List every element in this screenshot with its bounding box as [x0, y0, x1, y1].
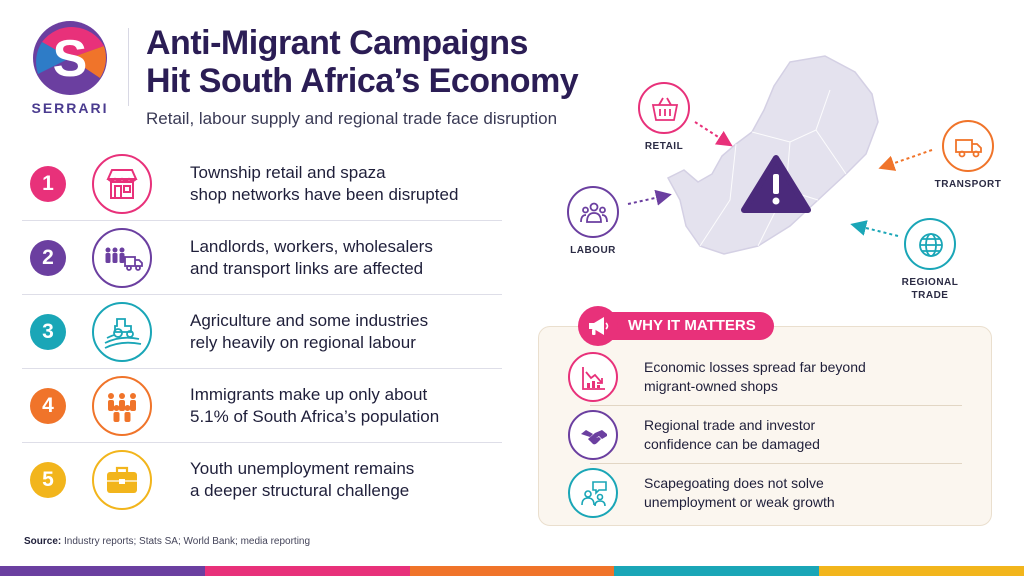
why-item-text: Scapegoating does not solve unemployment…: [644, 474, 944, 512]
title-line-1: Anti-Migrant Campaigns: [146, 24, 528, 62]
color-bar-segment: [614, 566, 820, 576]
why-item-text-line-1: Scapegoating does not solve: [644, 475, 824, 491]
retail-label: RETAIL: [644, 141, 684, 152]
chat-people-icon: [568, 468, 618, 518]
list-item: 2 Landlords, workers, wholesalers and tr…: [22, 221, 502, 295]
people-group-icon: [92, 376, 152, 436]
briefcase-icon: [92, 450, 152, 510]
page-subtitle: Retail, labour supply and regional trade…: [146, 109, 558, 128]
regional-trade-label-line-2: TRADE: [911, 290, 949, 301]
truck-icon: [942, 120, 994, 172]
item-text: Immigrants make up only about 5.1% of So…: [190, 384, 500, 428]
why-it-matters-title: WHY IT MATTERS: [608, 312, 774, 340]
globe-icon: [904, 218, 956, 270]
storefront-icon: [92, 154, 152, 214]
item-text-line-1: Agriculture and some industries: [190, 311, 429, 330]
regional-trade-label-line-1: REGIONAL: [901, 277, 959, 288]
color-bar: [0, 566, 1024, 576]
regional-trade-spoke: REGIONAL TRADE: [892, 218, 968, 302]
megaphone-icon: [578, 306, 618, 346]
brand-name: SERRARI: [31, 100, 109, 116]
item-text: Youth unemployment remains a deeper stru…: [190, 458, 500, 502]
item-text: Township retail and spaza shop networks …: [190, 162, 500, 206]
why-item: Economic losses spread far beyond migran…: [552, 350, 982, 406]
item-text-line-2: shop networks have been disrupted: [190, 185, 459, 204]
item-text-line-1: Youth unemployment remains: [190, 459, 415, 478]
south-africa-map: [666, 55, 879, 255]
item-text-line-2: and transport links are affected: [190, 259, 424, 278]
why-item-text-line-1: Economic losses spread far beyond: [644, 359, 866, 375]
item-text-line-1: Township retail and spaza: [190, 163, 386, 182]
list-item: 1 Township retail and spaza shop network…: [22, 147, 502, 221]
item-number: 1: [30, 166, 66, 202]
why-separator: [590, 463, 962, 464]
tractor-icon: [92, 302, 152, 362]
item-number: 5: [30, 462, 66, 498]
item-number: 2: [30, 240, 66, 276]
why-item: Scapegoating does not solve unemployment…: [552, 466, 982, 522]
item-text-line-2: rely heavily on regional labour: [190, 333, 416, 352]
list-item: 3 Agriculture and some industries rely h…: [22, 295, 502, 369]
why-item-text-line-2: unemployment or weak growth: [644, 494, 835, 510]
color-bar-segment: [409, 566, 615, 576]
item-text-line-1: Immigrants make up only about: [190, 385, 428, 404]
why-item-text: Economic losses spread far beyond migran…: [644, 358, 944, 396]
list-item: 4 Immigrants make up only about 5.1% of …: [22, 369, 502, 443]
page-title: Anti-Migrant Campaigns Hit South Africa’…: [146, 24, 626, 100]
workers-truck-icon: [92, 228, 152, 288]
source-text: Industry reports; Stats SA; World Bank; …: [64, 536, 311, 547]
why-item-text-line-2: migrant-owned shops: [644, 378, 778, 394]
why-item-text-line-1: Regional trade and investor: [644, 417, 816, 433]
item-text-line-1: Landlords, workers, wholesalers: [190, 237, 433, 256]
labour-people-icon: [567, 186, 619, 238]
why-item-text-line-2: confidence can be damaged: [644, 436, 820, 452]
handshake-icon: [568, 410, 618, 460]
serrari-logo: S SERRARI: [22, 18, 122, 118]
color-bar-segment: [0, 566, 205, 576]
shopping-basket-icon: [638, 82, 690, 134]
source-label: Source:: [24, 536, 62, 547]
color-bar-segment: [819, 566, 1024, 576]
title-line-2: Hit South Africa’s Economy: [146, 62, 579, 100]
why-item-text: Regional trade and investor confidence c…: [644, 416, 944, 454]
transport-label: TRANSPORT: [934, 179, 1002, 190]
color-bar-segment: [204, 566, 410, 576]
svg-text:S: S: [53, 30, 88, 88]
list-item: 5 Youth unemployment remains a deeper st…: [22, 443, 502, 517]
impact-list: 1 Township retail and spaza shop network…: [22, 147, 502, 517]
serrari-logo-mark: S: [33, 21, 107, 95]
item-text-line-2: 5.1% of South Africa’s population: [190, 407, 440, 426]
transport-spoke: TRANSPORT: [930, 120, 1006, 191]
source-note: Source: Industry reports; Stats SA; Worl…: [24, 536, 310, 547]
item-text: Agriculture and some industries rely hea…: [190, 310, 500, 354]
item-text-line-2: a deeper structural challenge: [190, 481, 410, 500]
why-item: Regional trade and investor confidence c…: [552, 408, 982, 464]
item-text: Landlords, workers, wholesalers and tran…: [190, 236, 500, 280]
regional-trade-label: REGIONAL TRADE: [892, 276, 968, 302]
item-number: 4: [30, 388, 66, 424]
labour-label: LABOUR: [570, 245, 616, 256]
labour-spoke: LABOUR: [562, 186, 624, 257]
retail-spoke: RETAIL: [634, 82, 694, 153]
header-divider: [128, 28, 129, 106]
declining-chart-icon: [568, 352, 618, 402]
item-number: 3: [30, 314, 66, 350]
why-separator: [590, 405, 962, 406]
